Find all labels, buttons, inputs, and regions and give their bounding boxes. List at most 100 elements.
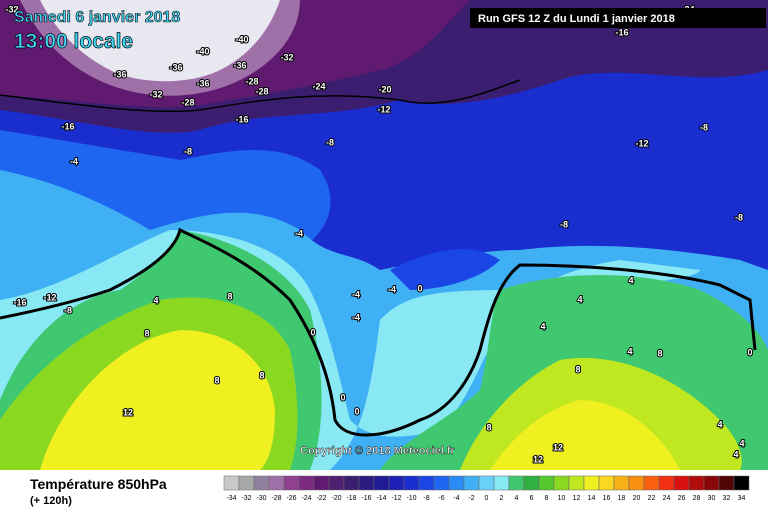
contour-label: -36 bbox=[113, 69, 126, 79]
contour-label: 4 bbox=[577, 294, 582, 304]
colorbar-label: -20 bbox=[331, 495, 341, 502]
colorbar-swatch bbox=[238, 475, 255, 491]
colorbar-swatch bbox=[283, 475, 300, 491]
contour-label: 12 bbox=[123, 407, 133, 417]
colorbar-swatch bbox=[493, 475, 510, 491]
colorbar-swatch bbox=[448, 475, 465, 491]
colorbar-label: -28 bbox=[271, 495, 281, 502]
contour-label: 8 bbox=[227, 291, 232, 301]
colorbar-label: 2 bbox=[500, 495, 504, 502]
contour-label: -16 bbox=[61, 121, 74, 131]
colorbar-label: 0 bbox=[485, 495, 489, 502]
contour-label: -4 bbox=[352, 312, 360, 322]
contour-label: 8 bbox=[575, 364, 580, 374]
colorbar-swatch bbox=[403, 475, 420, 491]
colorbar-label: 10 bbox=[558, 495, 566, 502]
colorbar-swatch bbox=[253, 475, 270, 491]
colorbar-swatch bbox=[463, 475, 480, 491]
colorbar-swatch bbox=[343, 475, 360, 491]
contour-label: 4 bbox=[540, 321, 545, 331]
colorbar-swatch bbox=[703, 475, 720, 491]
colorbar-swatch bbox=[718, 475, 735, 491]
contour-label: 8 bbox=[486, 422, 491, 432]
colorbar-swatch bbox=[478, 475, 495, 491]
colorbar-swatch bbox=[298, 475, 315, 491]
contour-label: -4 bbox=[388, 284, 396, 294]
colorbar-label: 14 bbox=[588, 495, 596, 502]
colorbar-label: 32 bbox=[723, 495, 731, 502]
contour-label: -40 bbox=[196, 46, 209, 56]
contour-label: -36 bbox=[169, 62, 182, 72]
colorbar-swatch bbox=[523, 475, 540, 491]
colorbar-label: 8 bbox=[545, 495, 549, 502]
contour-label: -8 bbox=[184, 146, 192, 156]
colorbar-label: -6 bbox=[438, 495, 444, 502]
colorbar-label: 16 bbox=[603, 495, 611, 502]
contour-label: -36 bbox=[196, 78, 209, 88]
colorbar-label: -10 bbox=[406, 495, 416, 502]
contour-label: 4 bbox=[627, 346, 632, 356]
contour-label: -32 bbox=[280, 52, 293, 62]
colorbar-swatch bbox=[328, 475, 345, 491]
contour-label: 8 bbox=[657, 348, 662, 358]
contour-label: 0 bbox=[340, 392, 345, 402]
contour-label: -16 bbox=[13, 297, 26, 307]
run-info: Run GFS 12 Z du Lundi 1 janvier 2018 bbox=[478, 13, 675, 25]
contour-label: -8 bbox=[326, 137, 334, 147]
contour-label: 4 bbox=[739, 438, 744, 448]
contour-label: -12 bbox=[43, 292, 56, 302]
colorbar-label: -24 bbox=[301, 495, 311, 502]
contour-label: 0 bbox=[310, 327, 315, 337]
colorbar-swatch bbox=[583, 475, 600, 491]
colorbar-label: -12 bbox=[391, 495, 401, 502]
contour-label: -24 bbox=[312, 81, 325, 91]
colorbar-swatch bbox=[418, 475, 435, 491]
colorbar-label: -18 bbox=[346, 495, 356, 502]
contour-label: 4 bbox=[733, 449, 738, 459]
contour-label: -16 bbox=[615, 27, 628, 37]
contour-label: -4 bbox=[352, 289, 360, 299]
colorbar-swatch bbox=[568, 475, 585, 491]
contour-label: -40 bbox=[235, 34, 248, 44]
colorbar-label: -30 bbox=[256, 495, 266, 502]
contour-label: 12 bbox=[533, 454, 543, 464]
legend-title: Température 850hPa bbox=[30, 476, 167, 492]
colorbar-label: 22 bbox=[648, 495, 656, 502]
colorbar-label: -22 bbox=[316, 495, 326, 502]
colorbar-swatch bbox=[388, 475, 405, 491]
contour-label: 4 bbox=[153, 295, 158, 305]
colorbar-swatch bbox=[358, 475, 375, 491]
colorbar-label: 6 bbox=[530, 495, 534, 502]
contour-label: 0 bbox=[417, 283, 422, 293]
colorbar-label: -4 bbox=[453, 495, 459, 502]
forecast-time: 13:00 locale bbox=[14, 30, 133, 53]
colorbar-swatch bbox=[538, 475, 555, 491]
colorbar-label: -2 bbox=[468, 495, 474, 502]
contour-label: -16 bbox=[235, 114, 248, 124]
contour-label: -8 bbox=[560, 219, 568, 229]
colorbar-label: 28 bbox=[693, 495, 701, 502]
contour-label: 0 bbox=[354, 406, 359, 416]
colorbar: -34 -32 -30 -28 -26 -24 -22 -20 -18 -16 -14 -12 -10-… bbox=[223, 475, 750, 502]
colorbar-swatch bbox=[313, 475, 330, 491]
contour-label: -20 bbox=[378, 84, 391, 94]
colorbar-label: -26 bbox=[286, 495, 296, 502]
colorbar-swatch bbox=[373, 475, 390, 491]
colorbar-label: 34 bbox=[738, 495, 746, 502]
colorbar-label: 30 bbox=[708, 495, 716, 502]
colorbar-swatch bbox=[733, 475, 750, 491]
contour-label: -4 bbox=[295, 228, 303, 238]
contour-label: 8 bbox=[259, 370, 264, 380]
colorbar-swatch bbox=[643, 475, 660, 491]
colorbar-swatch bbox=[688, 475, 705, 491]
colorbar-swatch bbox=[673, 475, 690, 491]
colorbar-label: 4 bbox=[515, 495, 519, 502]
colorbar-label: 26 bbox=[678, 495, 686, 502]
colorbar-label: -34 bbox=[226, 495, 236, 502]
run-box bbox=[470, 8, 766, 28]
colorbar-swatch bbox=[433, 475, 450, 491]
colorbar-label: -16 bbox=[361, 495, 371, 502]
colorbar-label: 18 bbox=[618, 495, 626, 502]
colorbar-label: 12 bbox=[573, 495, 581, 502]
